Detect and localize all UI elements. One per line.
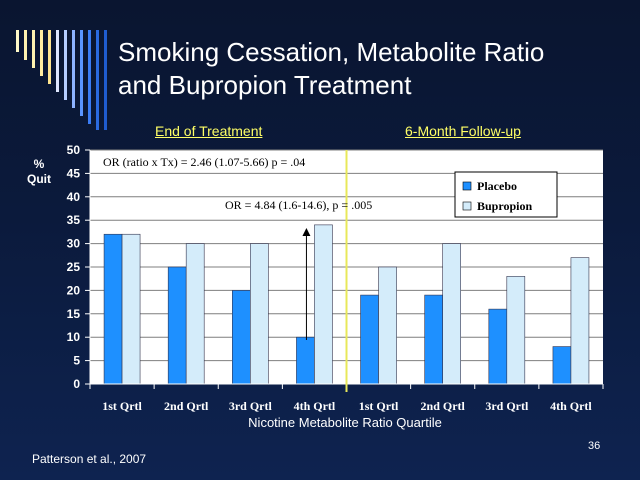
x-tick-label: 2nd Qrtl: [164, 399, 209, 413]
y-tick-label: 10: [67, 330, 81, 344]
legend-swatch-bupropion: [462, 201, 472, 211]
y-tick-label: 35: [67, 213, 81, 227]
bar-bupropion: [570, 257, 590, 385]
bar-bupropion: [185, 243, 205, 385]
bar-placebo: [424, 294, 443, 385]
deco-stripe: [88, 30, 91, 124]
y-tick-label: 5: [73, 354, 80, 368]
x-tick-label: 1st Qrtl: [359, 399, 399, 413]
bar-placebo: [232, 290, 251, 385]
deco-stripe: [96, 30, 99, 130]
x-tick-label: 1st Qrtl: [102, 399, 142, 413]
subtitle-6-month-follow-up: 6-Month Follow-up: [405, 123, 521, 139]
y-tick-label: 0: [73, 377, 80, 391]
y-tick-label: 25: [67, 260, 81, 274]
decorative-stripes: [16, 30, 107, 130]
x-tick-label: 4th Qrtl: [294, 399, 336, 413]
deco-stripe: [72, 30, 75, 108]
y-axis-label-percent: %: [33, 157, 45, 171]
annotation-4th-quartile-or: OR = 4.84 (1.6-14.6), p = .005: [225, 198, 372, 212]
slide-title: Smoking Cessation, Metabolite Ratio and …: [118, 36, 618, 102]
annotation-interaction-or: OR (ratio x Tx) = 2.46 (1.07-5.66) p = .…: [103, 155, 305, 169]
legend-label-bupropion: Bupropion: [477, 199, 532, 213]
x-axis-title: Nicotine Metabolite Ratio Quartile: [248, 415, 442, 430]
y-tick-label: 40: [67, 190, 81, 204]
bar-placebo: [552, 346, 572, 385]
bar-placebo: [167, 266, 187, 385]
y-axis-label-quit: Quit: [27, 172, 51, 186]
bar-bupropion: [121, 233, 141, 385]
deco-stripe: [16, 30, 19, 52]
bar-bupropion: [250, 243, 269, 385]
annotation-arrowhead: [302, 228, 311, 236]
y-tick-label: 20: [67, 283, 81, 297]
deco-stripe: [48, 30, 51, 84]
deco-stripe: [40, 30, 43, 76]
x-tick-label: 4th Qrtl: [550, 399, 592, 413]
legend-box: [454, 171, 558, 218]
bar-bupropion: [314, 224, 333, 385]
y-tick-label: 15: [67, 307, 81, 321]
y-tick-label: 45: [67, 166, 81, 180]
legend-swatch-placebo: [462, 181, 472, 191]
deco-stripe: [64, 30, 67, 100]
legend-label-placebo: Placebo: [477, 179, 517, 193]
bar-placebo: [488, 308, 508, 385]
bar-placebo: [296, 336, 315, 385]
citation-footer: Patterson et al., 2007: [32, 452, 147, 466]
page-number: 36: [588, 440, 601, 452]
x-tick-label: 2nd Qrtl: [421, 399, 466, 413]
subtitle-end-of-treatment: End of Treatment: [155, 123, 263, 139]
deco-stripe: [80, 30, 83, 116]
x-tick-label: 3rd Qrtl: [229, 399, 273, 413]
deco-stripe: [56, 30, 59, 92]
deco-stripe: [24, 30, 27, 60]
bar-placebo: [103, 233, 123, 385]
y-tick-label: 30: [67, 237, 81, 251]
bar-bupropion: [506, 276, 526, 385]
bar-placebo: [360, 294, 379, 385]
deco-stripe: [104, 30, 107, 130]
y-tick-label: 50: [67, 143, 81, 157]
x-tick-label: 3rd Qrtl: [485, 399, 529, 413]
title-line-1: Smoking Cessation, Metabolite Ratio: [118, 37, 545, 67]
y-axis-label: % Quit: [22, 157, 56, 187]
bar-bupropion: [442, 243, 461, 385]
title-line-2: and Bupropion Treatment: [118, 70, 412, 100]
deco-stripe: [32, 30, 35, 68]
bar-bupropion: [378, 266, 397, 385]
